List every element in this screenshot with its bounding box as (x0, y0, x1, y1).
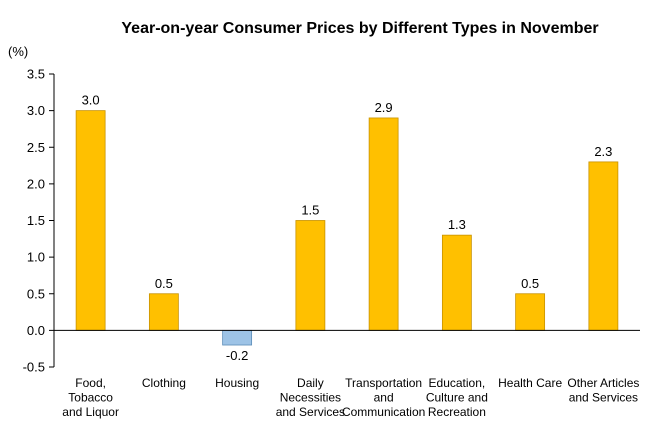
category-label: and Services (276, 405, 345, 419)
y-tick-label: 2.5 (27, 140, 45, 155)
category-label: Education, (429, 376, 486, 390)
category-label: Recreation (428, 405, 486, 419)
bar (588, 161, 619, 331)
y-tick-label: -0.5 (23, 360, 45, 375)
y-tick-label: 3.0 (27, 103, 45, 118)
y-tick-label: 1.5 (27, 213, 45, 228)
category-label: Tobacco (68, 391, 113, 405)
y-tick-label: 2.0 (27, 176, 45, 191)
bar-value-label: 1.3 (448, 217, 466, 232)
category-label: Food, (75, 376, 106, 390)
category-label: and Liquor (62, 405, 119, 419)
category-label: Transportation (345, 376, 422, 390)
category-label: Communication (342, 405, 425, 419)
bar (295, 220, 326, 331)
category-label: Culture and (426, 391, 488, 405)
category-label: and Services (569, 391, 638, 405)
bar-value-label: 2.3 (594, 144, 612, 159)
y-tick-label: 1.0 (27, 250, 45, 265)
bar (368, 117, 399, 331)
category-label: Daily (297, 376, 324, 390)
bar (515, 293, 546, 331)
bar-value-label: 0.5 (155, 276, 173, 291)
y-tick-label: 3.5 (27, 67, 45, 82)
bars (75, 110, 619, 346)
bar (222, 329, 253, 346)
bar-value-label: -0.2 (226, 348, 248, 363)
chart-title: Year-on-year Consumer Prices by Differen… (121, 20, 598, 37)
category-label: Necessities (280, 391, 341, 405)
category-label: Health Care (498, 376, 562, 390)
bar (75, 110, 106, 331)
category-label: Clothing (142, 376, 186, 390)
bar-value-label: 1.5 (301, 203, 319, 218)
category-label: and (374, 391, 394, 405)
y-tick-label: 0.5 (27, 286, 45, 301)
bar (148, 293, 179, 331)
data-labels: 3.0 0.5 -0.2 1.5 2.9 1.3 0.5 2.3 (82, 93, 613, 363)
bar-value-label: 0.5 (521, 276, 539, 291)
bar-value-label: 3.0 (82, 93, 100, 108)
y-axis-unit-label: (%) (8, 44, 28, 59)
bar-value-label: 2.9 (375, 100, 393, 115)
category-label: Housing (215, 376, 259, 390)
category-label: Other Articles (567, 376, 639, 390)
y-tick-label: 0.0 (27, 323, 45, 338)
y-axis-ticks: 3.5 3.0 2.5 2.0 1.5 1.0 0.5 0.0 -0.5 (23, 67, 54, 375)
bar (441, 234, 472, 331)
